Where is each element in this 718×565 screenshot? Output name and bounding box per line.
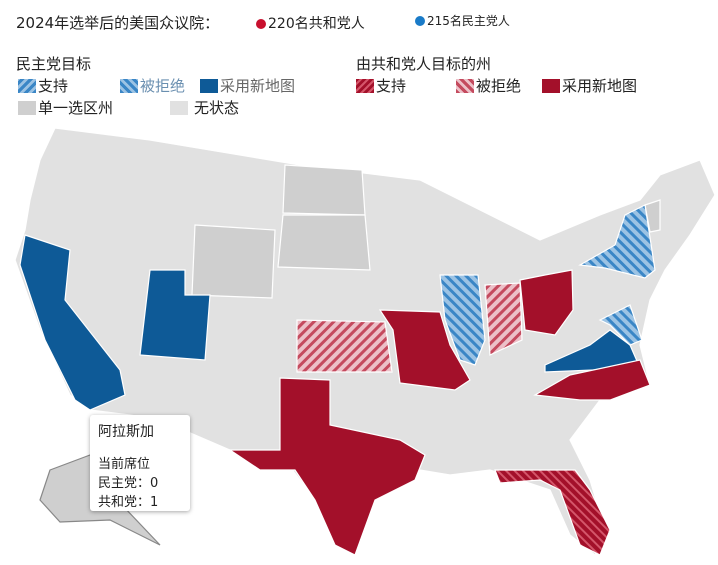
state-illinois[interactable]: [439, 274, 486, 366]
house-title: 2024年选举后的美国众议院：: [16, 14, 220, 32]
state-north-dakota[interactable]: [282, 164, 366, 216]
light-gray-swatch-icon: [170, 101, 188, 115]
legend-rep-rejected: 被拒绝: [456, 75, 521, 96]
tooltip-heading: 当前席位: [98, 457, 151, 472]
solid-blue-icon: [200, 79, 218, 93]
state-indiana[interactable]: [484, 282, 523, 356]
state-texas[interactable]: [228, 377, 426, 556]
dem-legend-title: 民主党目标: [16, 55, 92, 73]
rep-dot-icon: [256, 19, 266, 29]
state-south-dakota[interactable]: [277, 214, 371, 271]
legend-rep-new-map: 采用新地图: [542, 75, 637, 96]
state-utah[interactable]: [139, 269, 211, 361]
state-maryland[interactable]: [598, 304, 643, 346]
tooltip-dem: 民主党：0: [98, 476, 159, 491]
rep-count: 220名共和党人: [256, 13, 365, 33]
legend-dem-support: 支持: [18, 75, 68, 96]
hatch-blue-icon: [18, 79, 36, 93]
state-kansas[interactable]: [296, 319, 393, 373]
solid-red-icon: [542, 79, 560, 93]
legend-no-status: 无状态: [170, 97, 239, 118]
legend-single-district: 单一选区州: [18, 97, 113, 118]
state-north-carolina[interactable]: [533, 359, 651, 401]
legend-dem-new-map: 采用新地图: [200, 75, 295, 96]
hatch-light-blue-icon: [120, 79, 138, 93]
state-ohio[interactable]: [519, 269, 574, 336]
state-wyoming[interactable]: [191, 224, 276, 299]
tooltip-state: 阿拉斯加: [98, 424, 154, 440]
state-missouri[interactable]: [378, 309, 471, 391]
state-california[interactable]: [19, 234, 126, 411]
dem-dot-icon: [415, 16, 425, 26]
state-new-york[interactable]: [578, 204, 656, 279]
tooltip-rep: 共和党：1: [98, 495, 159, 510]
tooltip: 阿拉斯加 当前席位 民主党：0 共和党：1: [90, 415, 190, 511]
rep-legend-title: 由共和党人目标的州: [356, 55, 492, 73]
gray-swatch-icon: [18, 101, 36, 115]
hatch-light-red-icon: [456, 79, 474, 93]
dem-count: 215名民主党人: [415, 12, 510, 29]
hatch-red-icon: [356, 79, 374, 93]
state-florida[interactable]: [494, 469, 611, 556]
legend-rep-support: 支持: [356, 75, 406, 96]
legend-dem-rejected: 被拒绝: [120, 75, 185, 96]
